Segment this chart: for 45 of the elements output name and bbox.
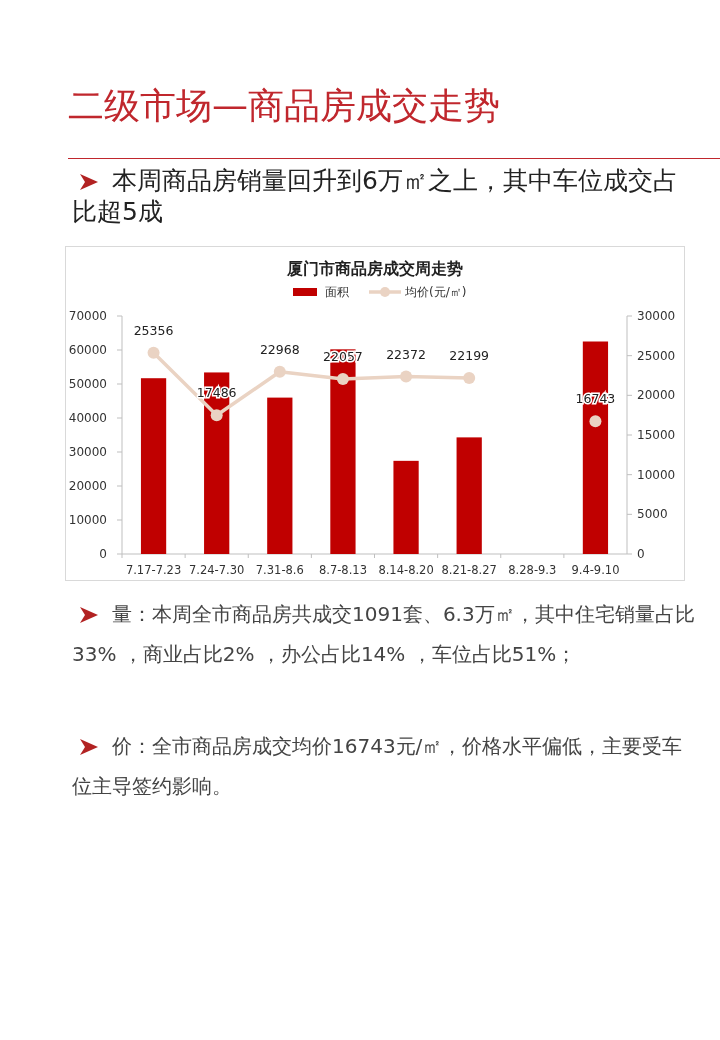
bar bbox=[267, 397, 293, 554]
y2-tick-label: 10000 bbox=[637, 467, 676, 482]
y-tick-label: 50000 bbox=[68, 377, 107, 391]
y-tick-label: 20000 bbox=[68, 479, 107, 493]
text: 价：全市商品房成交均价16743元/㎡，价格水平偏低，主要受车位主导签约影响。 bbox=[72, 733, 684, 800]
y2-tick-label: 5000 bbox=[637, 507, 668, 522]
text: 二级市场—商品房成交走势 bbox=[68, 84, 501, 128]
y-tick-label: 10000 bbox=[68, 513, 107, 527]
x-tick-label: 7.17-7.23 bbox=[125, 563, 182, 577]
data-label: 22372 bbox=[386, 346, 426, 362]
data-label: 22968 bbox=[259, 341, 300, 357]
bar bbox=[140, 378, 167, 554]
y-tick-label: 30000 bbox=[68, 445, 107, 459]
point bbox=[400, 370, 413, 383]
point bbox=[210, 409, 223, 422]
y-tick-label: 40000 bbox=[68, 411, 107, 425]
y-tick-label: 60000 bbox=[68, 343, 107, 357]
data-label: 25356 bbox=[133, 322, 174, 338]
x-tick-label: 8.7-8.13 bbox=[318, 563, 367, 577]
legend-label: 面积 bbox=[325, 285, 349, 299]
x-tick-label: 7.24-7.30 bbox=[189, 563, 245, 577]
y-tick-label: 70000 bbox=[68, 309, 107, 323]
chart-title: 厦门市商品房成交周走势 bbox=[286, 259, 463, 278]
y2-tick-label: 30000 bbox=[637, 309, 676, 323]
text: 量：本周全市商品房共成交1091套、6.3万㎡，其中住宅销量占比33% ，商业占比2% ，办公占比14% ，车位占比51%； bbox=[72, 601, 696, 668]
y2-tick-label: 0 bbox=[637, 547, 645, 561]
legend-label: 均价(元/㎡) bbox=[404, 285, 467, 299]
bar bbox=[456, 437, 482, 554]
x-tick-label: 8.21-8.27 bbox=[441, 563, 497, 577]
point bbox=[273, 365, 286, 378]
y2-tick-label: 20000 bbox=[637, 388, 676, 403]
point bbox=[463, 371, 476, 384]
y2-tick-label: 25000 bbox=[637, 348, 676, 363]
point bbox=[336, 373, 349, 386]
x-tick-label: 8.14-8.20 bbox=[378, 563, 434, 577]
y-tick-label: 0 bbox=[99, 547, 107, 561]
x-tick-label: 9.4-9.10 bbox=[571, 563, 620, 577]
x-tick-label: 7.31-8.6 bbox=[255, 563, 304, 577]
y2-tick-label: 15000 bbox=[637, 428, 676, 442]
x-tick-label: 8.28-9.3 bbox=[508, 563, 557, 577]
text: 本周商品房销量回升到6万㎡之上，其中车位成交占比超5成 bbox=[72, 165, 679, 227]
point bbox=[147, 346, 160, 359]
bar bbox=[393, 460, 419, 554]
point bbox=[589, 415, 602, 428]
data-label: 22199 bbox=[449, 347, 490, 363]
